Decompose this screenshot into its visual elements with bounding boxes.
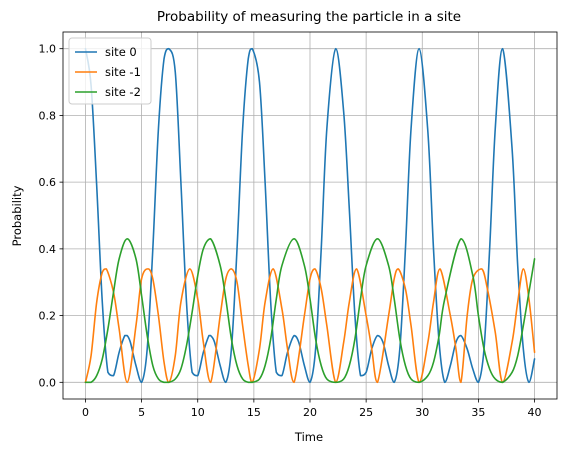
x-tick-label: 10 [191, 406, 205, 419]
gridlines [63, 32, 557, 399]
legend-label-0: site 0 [105, 45, 137, 59]
axis-ticks: 0 5 10 15 20 25 30 35 40 0.0 0.2 0.4 0.6 0.8 1.0 [39, 43, 542, 419]
y-tick-label: 0.6 [39, 176, 57, 189]
y-tick-label: 0.4 [39, 243, 57, 256]
chart-title: Probability of measuring the particle in… [157, 9, 461, 25]
legend-label-2: site -2 [105, 85, 141, 99]
x-tick-label: 25 [359, 406, 373, 419]
x-tick-label: 20 [303, 406, 317, 419]
series-line-0 [84, 47, 536, 384]
x-tick-label: 35 [471, 406, 485, 419]
legend-box [68, 37, 152, 105]
y-tick-label: 0.8 [39, 109, 57, 122]
series-line-1 [84, 268, 536, 384]
x-tick-label: 5 [138, 406, 145, 419]
y-tick-label: 0.2 [39, 310, 57, 323]
legend-label-1: site -1 [105, 65, 141, 79]
x-tick-label: 15 [247, 406, 261, 419]
x-tick-label: 30 [415, 406, 429, 419]
y-tick-label: 1.0 [39, 43, 57, 56]
series-lines [84, 47, 536, 384]
legend: site 0 site -1 site -2 [68, 37, 152, 105]
series-line-2 [84, 238, 536, 384]
x-tick-label: 0 [82, 406, 89, 419]
y-tick-label: 0.0 [39, 376, 57, 389]
y-axis-label: Probability [10, 185, 24, 246]
x-axis-label: Time [294, 430, 323, 444]
x-tick-label: 40 [528, 406, 542, 419]
